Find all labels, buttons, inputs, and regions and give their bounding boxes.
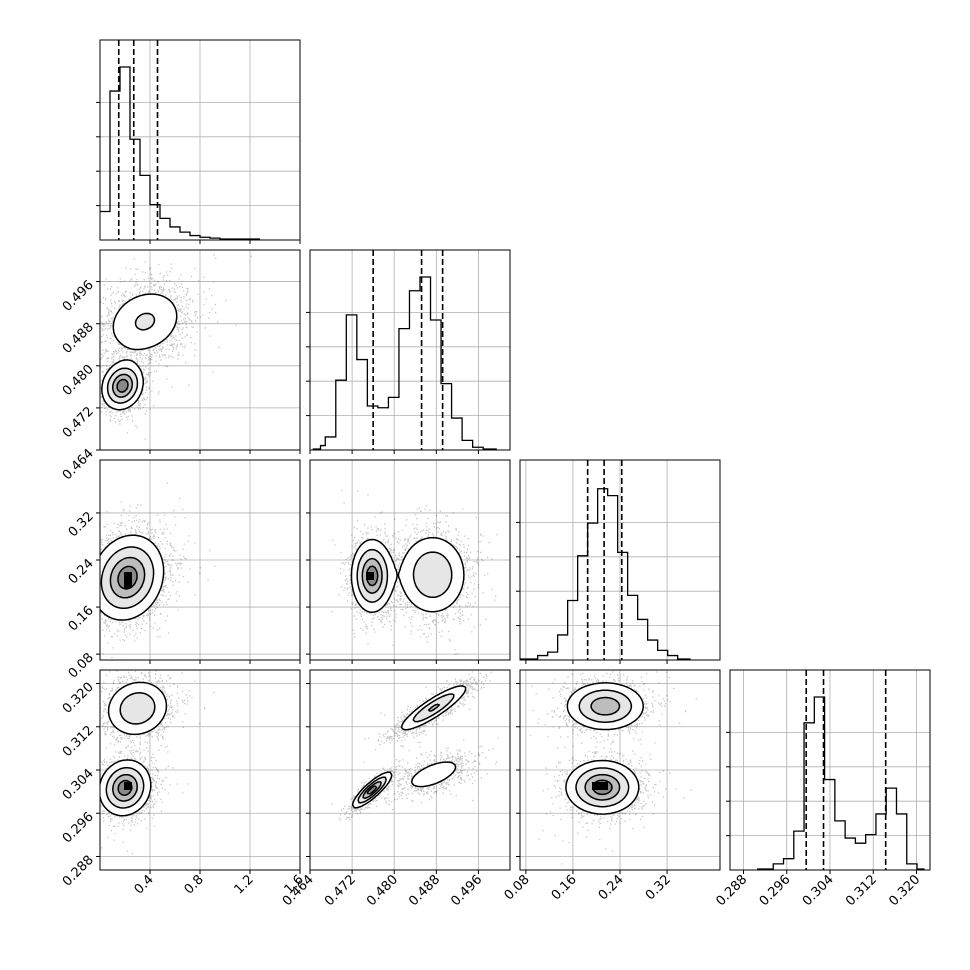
contour-line (100, 681, 168, 817)
x-tick-label: 0.24 (596, 872, 627, 903)
density-peak (124, 782, 132, 790)
y-tick-label: 0.288 (60, 853, 97, 890)
panel-grid (100, 460, 300, 660)
contour-line (101, 293, 178, 411)
y-tick-label: 0.464 (60, 446, 97, 483)
x-tick-label: 0.312 (843, 872, 880, 909)
x-tick-label: 0.8 (182, 872, 207, 897)
x-tick-label: 0.32 (643, 872, 674, 903)
density-peak (124, 572, 132, 588)
contour-line (117, 779, 133, 796)
histogram-step-1 (312, 276, 497, 450)
density-panel-3-0 (100, 670, 215, 854)
density-panel-3-1 (331, 671, 510, 821)
contour-line (117, 565, 138, 590)
contour-line (111, 373, 134, 398)
y-tick-label: 0.488 (60, 320, 97, 357)
contour-line (366, 785, 378, 795)
contour-line (106, 312, 156, 404)
density-panel-3-2 (529, 671, 697, 865)
contour-line (105, 692, 156, 809)
x-tick-label: 0.320 (886, 872, 923, 909)
contour-line (109, 556, 146, 599)
y-tick-label: 0.296 (60, 809, 97, 846)
y-tick-label: 0.472 (60, 404, 97, 441)
y-tick-label: 0.480 (60, 362, 97, 399)
y-tick-label: 0.32 (66, 509, 97, 540)
y-tick-label: 0.312 (60, 723, 97, 760)
x-tick-label: 0.296 (757, 872, 794, 909)
contour-line (116, 378, 129, 393)
x-tick-label: 0.488 (406, 872, 443, 909)
panel-frame (309, 249, 511, 451)
y-tick-label: 0.304 (60, 766, 97, 803)
panel-grid (520, 460, 720, 660)
contour-line (591, 779, 613, 796)
y-tick-label: 0.496 (60, 278, 97, 315)
y-tick-label: 0.08 (66, 650, 97, 681)
y-tick-label: 0.24 (66, 556, 97, 587)
scatter-points (100, 254, 252, 440)
density-fill (357, 550, 453, 603)
density-panel-2-1 (331, 489, 498, 660)
x-tick-label: 0.496 (448, 872, 485, 909)
panel-grid (730, 670, 930, 870)
contour-line (565, 682, 644, 815)
x-tick-label: 0.472 (322, 872, 359, 909)
x-tick-label: 0.480 (364, 872, 401, 909)
contour-line (357, 693, 455, 804)
x-tick-label: 1.2 (232, 872, 257, 897)
density-peak (366, 572, 374, 580)
panel-grid (310, 250, 510, 450)
x-tick-label: 0.304 (800, 872, 837, 909)
y-tick-label: 0.16 (66, 603, 97, 634)
histogram-step-0 (100, 66, 260, 240)
histogram-step-2 (520, 488, 691, 660)
contour-line (584, 696, 621, 801)
histogram-step-3 (757, 696, 925, 870)
contour-line (350, 536, 465, 614)
x-tick-label: 0.08 (502, 872, 533, 903)
contour-line (112, 773, 138, 802)
scatter-points (331, 671, 510, 821)
contour-line (361, 557, 383, 594)
contour-line (100, 534, 165, 621)
contour-line (365, 565, 379, 587)
density-peak (592, 782, 608, 790)
contour-line (362, 703, 441, 800)
density-fill (117, 380, 128, 393)
x-tick-label: 0.16 (549, 872, 580, 903)
density-panel-1-0 (100, 254, 252, 440)
x-tick-label: 0.4 (132, 872, 157, 897)
contour-line (100, 546, 155, 610)
x-tick-label: 0.288 (713, 872, 750, 909)
contour-line (351, 685, 467, 809)
density-panel-2-0 (100, 482, 216, 660)
y-tick-label: 0.320 (60, 680, 97, 717)
contour-line (575, 689, 633, 808)
panel-grid (310, 670, 510, 870)
contour-line (356, 548, 453, 603)
